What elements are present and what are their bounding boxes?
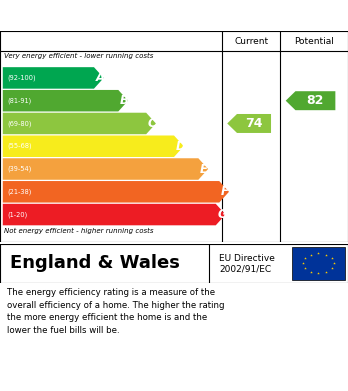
Text: (39-54): (39-54) bbox=[8, 166, 32, 172]
Polygon shape bbox=[3, 113, 156, 134]
Text: E: E bbox=[200, 163, 208, 176]
Polygon shape bbox=[3, 136, 184, 157]
Text: (69-80): (69-80) bbox=[8, 120, 32, 127]
Text: Potential: Potential bbox=[294, 37, 334, 46]
Text: C: C bbox=[148, 117, 156, 130]
Text: (81-91): (81-91) bbox=[8, 97, 32, 104]
Text: D: D bbox=[175, 140, 185, 153]
Polygon shape bbox=[3, 158, 208, 180]
Polygon shape bbox=[3, 204, 226, 225]
Bar bbox=[292, 247, 345, 280]
Text: Current: Current bbox=[234, 37, 268, 46]
Text: B: B bbox=[120, 94, 129, 107]
Text: (92-100): (92-100) bbox=[8, 75, 36, 81]
Polygon shape bbox=[3, 67, 104, 89]
Text: Energy Efficiency Rating: Energy Efficiency Rating bbox=[69, 7, 279, 23]
Text: Not energy efficient - higher running costs: Not energy efficient - higher running co… bbox=[4, 228, 154, 234]
Text: EU Directive: EU Directive bbox=[219, 254, 275, 263]
Polygon shape bbox=[227, 114, 271, 133]
Text: Very energy efficient - lower running costs: Very energy efficient - lower running co… bbox=[4, 52, 153, 59]
Text: 2002/91/EC: 2002/91/EC bbox=[219, 264, 271, 274]
Text: (1-20): (1-20) bbox=[8, 211, 28, 218]
Text: England & Wales: England & Wales bbox=[10, 254, 180, 272]
Text: The energy efficiency rating is a measure of the
overall efficiency of a home. T: The energy efficiency rating is a measur… bbox=[7, 288, 224, 335]
Text: (21-38): (21-38) bbox=[8, 188, 32, 195]
Polygon shape bbox=[3, 90, 128, 111]
Text: G: G bbox=[217, 208, 227, 221]
Text: 82: 82 bbox=[307, 94, 324, 107]
Text: A: A bbox=[95, 72, 104, 84]
Text: 74: 74 bbox=[245, 117, 263, 130]
Polygon shape bbox=[286, 91, 335, 110]
Text: (55-68): (55-68) bbox=[8, 143, 32, 149]
Text: F: F bbox=[221, 185, 229, 198]
Polygon shape bbox=[3, 181, 229, 203]
